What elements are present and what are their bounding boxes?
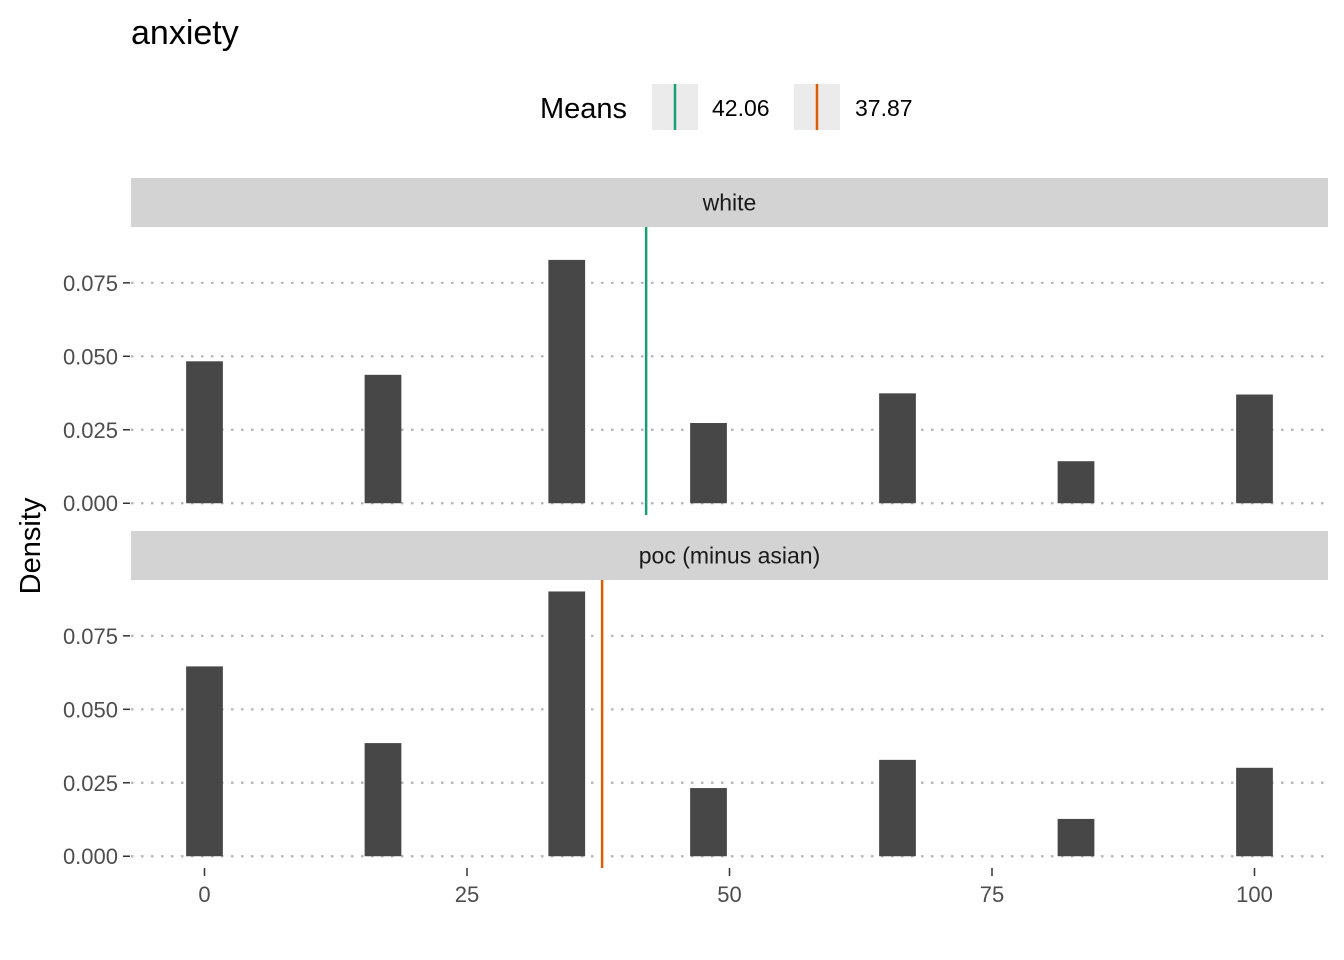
- y-axis-label: Density: [15, 497, 47, 594]
- facet-strip: [131, 178, 1328, 227]
- density-bar: [186, 361, 223, 504]
- x-tick-label: 0: [198, 882, 210, 907]
- chart-title: anxiety: [131, 14, 239, 52]
- density-bar: [548, 591, 586, 857]
- y-tick-label: 0.025: [63, 771, 118, 796]
- y-tick-label: 0.050: [63, 697, 118, 722]
- facet-strip-label: poc (minus asian): [639, 543, 821, 569]
- y-tick-label: 0.000: [63, 844, 118, 869]
- x-tick-label: 25: [455, 882, 479, 907]
- density-bar: [1236, 394, 1273, 504]
- density-bar: [186, 666, 223, 857]
- density-bar: [1236, 767, 1273, 857]
- legend-label-2: 37.87: [855, 95, 913, 121]
- density-bar: [879, 759, 916, 857]
- y-tick-label: 0.050: [63, 344, 118, 369]
- legend-label-1: 42.06: [712, 95, 770, 121]
- density-bar: [690, 788, 727, 857]
- x-tick-label: 75: [980, 882, 1004, 907]
- x-tick-label: 50: [717, 882, 741, 907]
- x-axis: 0 25 50 75 100: [198, 868, 1273, 907]
- density-bar: [364, 374, 402, 504]
- y-tick-label: 0.025: [63, 418, 118, 443]
- facet-panel-2: poc (minus asian) 0.000 0.025 0.050 0.075: [63, 531, 1328, 869]
- density-bar: [364, 743, 402, 857]
- y-tick-label: 0.075: [63, 624, 118, 649]
- legend: Means 42.06 37.87: [540, 84, 913, 130]
- density-bar: [690, 423, 727, 504]
- legend-title: Means: [540, 93, 627, 125]
- y-tick-label: 0.000: [63, 491, 118, 516]
- legend-entry-1: 42.06: [652, 84, 770, 130]
- x-tick-label: 100: [1236, 882, 1273, 907]
- density-bar: [879, 393, 916, 504]
- facet-panel-1: white 0.000 0.025 0.050 0.075: [63, 178, 1328, 516]
- density-bar: [548, 259, 586, 504]
- facet-strip-label: white: [702, 190, 757, 216]
- facet-strip: [131, 531, 1328, 580]
- legend-entry-2: 37.87: [794, 84, 913, 130]
- density-bar: [1057, 818, 1095, 857]
- y-tick-label: 0.075: [63, 271, 118, 296]
- density-bar: [1057, 461, 1095, 504]
